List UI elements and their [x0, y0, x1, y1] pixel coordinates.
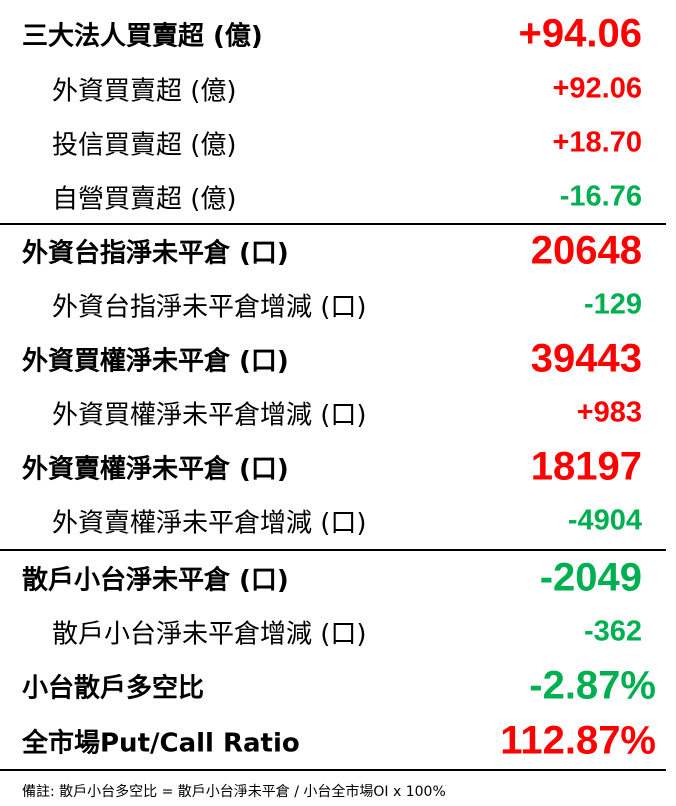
- row-value: +94.06: [518, 11, 642, 56]
- table-row: 外資買權淨未平倉增減 (口) +983: [0, 386, 676, 440]
- footnote: 備註: 散戶小台多空比 = 散戶小台淨未平倉 / 小台全市場OI x 100%: [22, 784, 446, 800]
- row-value: 20648: [530, 228, 642, 273]
- row-value: -4904: [567, 504, 642, 537]
- divider: [0, 223, 666, 225]
- table-row: 三大法人買賣超 (億) +94.06: [0, 7, 676, 61]
- row-value: +92.06: [552, 72, 642, 105]
- row-value: -129: [583, 288, 642, 321]
- row-label: 外資台指淨未平倉增減 (口): [52, 292, 367, 323]
- row-label: 外資買賣超 (億): [52, 76, 237, 107]
- row-value: 39443: [530, 336, 642, 381]
- divider: [0, 549, 666, 551]
- table-row: 外資台指淨未平倉 (口) 20648: [0, 224, 676, 278]
- table-row: 自營買賣超 (億) -16.76: [0, 170, 676, 224]
- row-label: 外資台指淨未平倉 (口): [22, 238, 289, 269]
- divider: [0, 769, 666, 771]
- table-row: 外資台指淨未平倉增減 (口) -129: [0, 278, 676, 332]
- row-value: 112.87%: [500, 718, 656, 763]
- row-value: +18.70: [552, 126, 642, 159]
- table-row: 全市場Put/Call Ratio 112.87%: [0, 714, 676, 768]
- row-label: 小台散戶多空比: [22, 673, 205, 704]
- row-label: 散戶小台淨未平倉 (口): [22, 565, 289, 596]
- table-row: 外資賣權淨未平倉 (口) 18197: [0, 440, 676, 494]
- row-label: 三大法人買賣超 (億): [22, 21, 263, 52]
- table-row: 投信買賣超 (億) +18.70: [0, 116, 676, 170]
- row-value: -2049: [539, 555, 642, 600]
- row-label: 自營買賣超 (億): [52, 184, 237, 215]
- table-row: 外資賣權淨未平倉增減 (口) -4904: [0, 494, 676, 548]
- table-row: 外資買權淨未平倉 (口) 39443: [0, 332, 676, 386]
- row-label: 全市場Put/Call Ratio: [22, 728, 300, 759]
- row-value: +983: [576, 396, 642, 429]
- row-value: -362: [583, 615, 642, 648]
- table-row: 外資買賣超 (億) +92.06: [0, 62, 676, 116]
- row-label: 投信買賣超 (億): [52, 130, 237, 161]
- row-label: 散戶小台淨未平倉增減 (口): [52, 619, 367, 650]
- row-label: 外資賣權淨未平倉 (口): [22, 454, 289, 485]
- table-row: 散戶小台淨未平倉 (口) -2049: [0, 551, 676, 605]
- row-value: -2.87%: [529, 663, 656, 708]
- row-label: 外資賣權淨未平倉增減 (口): [52, 508, 367, 539]
- row-label: 外資買權淨未平倉 (口): [22, 346, 289, 377]
- row-value: -16.76: [559, 180, 642, 213]
- row-label: 外資買權淨未平倉增減 (口): [52, 400, 367, 431]
- table-row: 散戶小台淨未平倉增減 (口) -362: [0, 605, 676, 659]
- row-value: 18197: [530, 444, 642, 489]
- table-row: 小台散戶多空比 -2.87%: [0, 659, 676, 713]
